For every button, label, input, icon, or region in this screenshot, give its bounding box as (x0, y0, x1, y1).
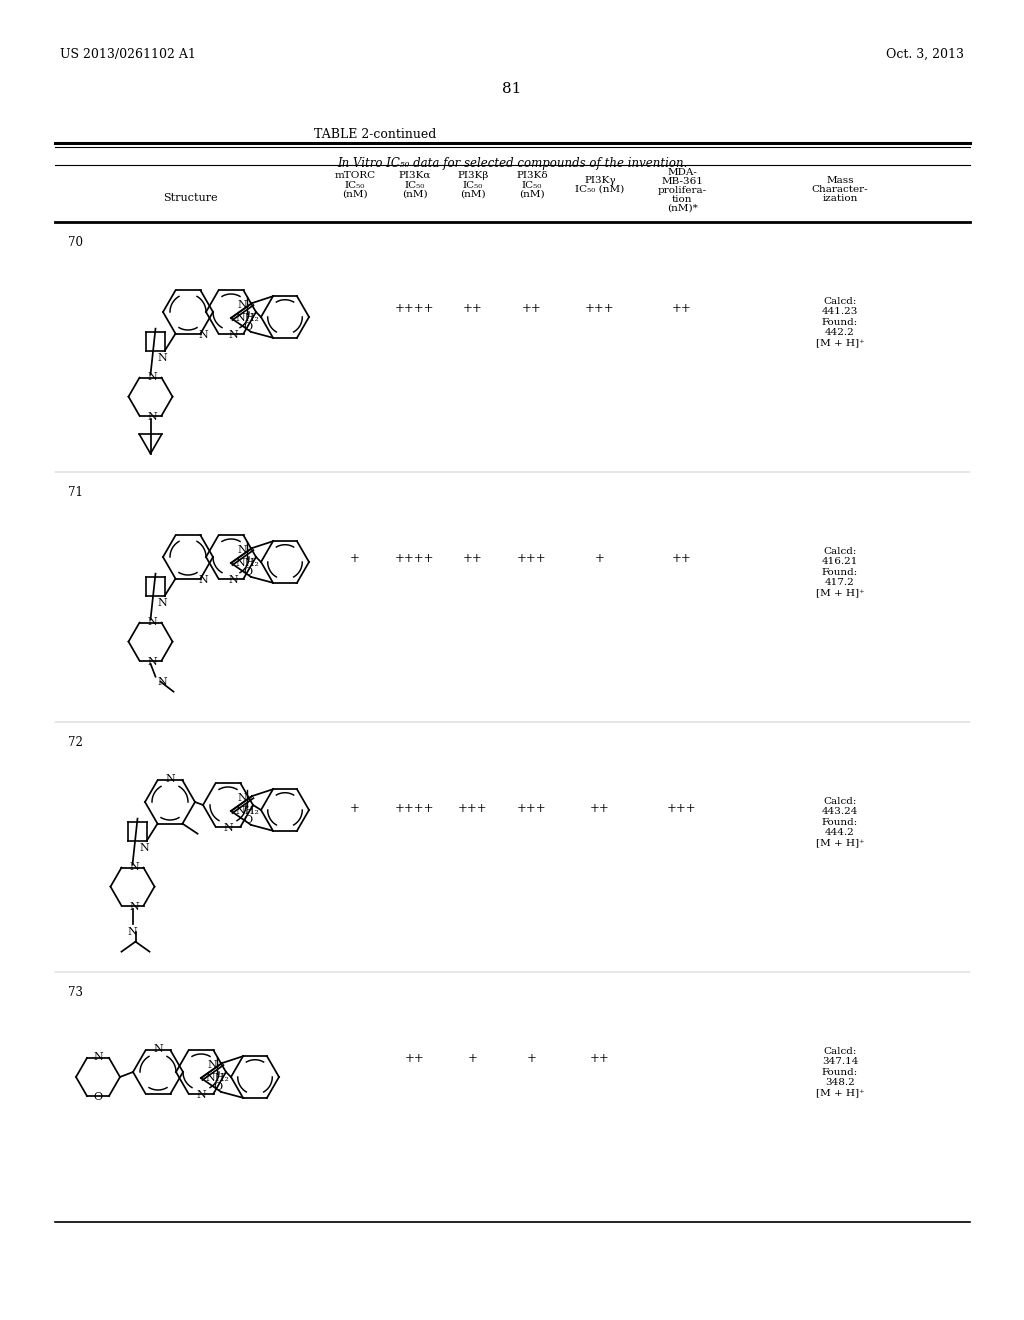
Text: N: N (154, 1044, 163, 1053)
Text: tion: tion (672, 195, 692, 205)
Text: IC₅₀: IC₅₀ (463, 181, 483, 190)
Text: N: N (147, 616, 158, 627)
Text: PI3Kδ: PI3Kδ (516, 172, 548, 180)
Text: ization: ization (822, 194, 858, 203)
Text: N: N (130, 862, 139, 871)
Text: TABLE 2-continued: TABLE 2-continued (313, 128, 436, 141)
Text: N: N (238, 793, 247, 803)
Text: N: N (158, 598, 167, 607)
Text: N: N (147, 656, 158, 667)
Text: +: + (595, 552, 605, 565)
Text: (nM): (nM) (519, 190, 545, 199)
Text: +: + (350, 803, 360, 814)
Text: ++: ++ (590, 1052, 610, 1065)
Text: ++++: ++++ (395, 552, 435, 565)
Text: N: N (147, 372, 158, 381)
Text: In Vitro IC₅₀ data for selected compounds of the invention.: In Vitro IC₅₀ data for selected compound… (337, 157, 687, 170)
Text: NH₂: NH₂ (236, 558, 259, 568)
Text: O: O (244, 322, 253, 331)
Text: ++: ++ (672, 302, 692, 315)
Text: (nM)*: (nM)* (667, 205, 697, 213)
Text: N: N (139, 842, 150, 853)
Text: MB-361: MB-361 (662, 177, 702, 186)
Text: N: N (238, 300, 247, 310)
Text: N: N (207, 1060, 217, 1071)
Text: N: N (199, 330, 208, 339)
Text: US 2013/0261102 A1: US 2013/0261102 A1 (60, 48, 196, 61)
Text: Calcd:
416.21
Found:
417.2
[M + H]⁺: Calcd: 416.21 Found: 417.2 [M + H]⁺ (816, 546, 864, 598)
Text: Mass: Mass (826, 176, 854, 185)
Text: +++: +++ (585, 302, 614, 315)
Text: MDA-: MDA- (667, 168, 697, 177)
Text: 70: 70 (68, 236, 83, 249)
Text: Calcd:
443.24
Found:
444.2
[M + H]⁺: Calcd: 443.24 Found: 444.2 [M + H]⁺ (816, 797, 864, 847)
Text: PI3Kβ: PI3Kβ (458, 172, 488, 180)
Text: (nM): (nM) (342, 190, 368, 199)
Text: IC₅₀ (nM): IC₅₀ (nM) (575, 185, 625, 194)
Text: N: N (228, 330, 238, 341)
Text: N: N (197, 1090, 206, 1100)
Text: ++: ++ (590, 803, 610, 814)
Text: ++: ++ (522, 302, 542, 315)
Text: (nM): (nM) (402, 190, 428, 199)
Text: ++: ++ (463, 302, 483, 315)
Text: N: N (128, 927, 137, 937)
Text: PI3Kγ: PI3Kγ (584, 176, 615, 185)
Text: ++: ++ (406, 1052, 425, 1065)
Text: 73: 73 (68, 986, 83, 999)
Text: N: N (165, 774, 175, 784)
Text: N: N (130, 902, 139, 912)
Text: +++: +++ (517, 552, 547, 565)
Text: NH₂: NH₂ (205, 1073, 229, 1084)
Text: (nM): (nM) (460, 190, 485, 199)
Text: IC₅₀: IC₅₀ (404, 181, 425, 190)
Text: ++++: ++++ (395, 803, 435, 814)
Text: +++: +++ (668, 803, 696, 814)
Text: ++: ++ (463, 552, 483, 565)
Text: mTORC: mTORC (335, 172, 376, 180)
Text: Character-: Character- (812, 185, 868, 194)
Text: +++: +++ (458, 803, 487, 814)
Text: O: O (244, 566, 253, 577)
Text: N: N (228, 576, 238, 585)
Text: N: N (147, 412, 158, 421)
Text: +++: +++ (517, 803, 547, 814)
Text: NH₂: NH₂ (236, 313, 259, 323)
Text: N: N (238, 545, 247, 556)
Text: N: N (223, 822, 232, 833)
Text: IC₅₀: IC₅₀ (522, 181, 542, 190)
Text: N: N (199, 574, 208, 585)
Text: PI3Kα: PI3Kα (398, 172, 431, 180)
Text: ++: ++ (672, 552, 692, 565)
Text: prolifera-: prolifera- (657, 186, 707, 195)
Text: 71: 71 (68, 486, 83, 499)
Text: Structure: Structure (163, 193, 217, 203)
Text: Calcd:
441.23
Found:
442.2
[M + H]⁺: Calcd: 441.23 Found: 442.2 [M + H]⁺ (816, 297, 864, 347)
Text: 81: 81 (503, 82, 521, 96)
Text: NH₂: NH₂ (236, 807, 259, 816)
Text: O: O (93, 1092, 102, 1102)
Text: Oct. 3, 2013: Oct. 3, 2013 (886, 48, 964, 61)
Text: IC₅₀: IC₅₀ (345, 181, 366, 190)
Text: ++++: ++++ (395, 302, 435, 315)
Text: 72: 72 (68, 737, 83, 748)
Text: +: + (527, 1052, 537, 1065)
Text: N: N (93, 1052, 102, 1063)
Text: +: + (350, 552, 360, 565)
Text: O: O (213, 1082, 222, 1092)
Text: O: O (244, 814, 253, 825)
Text: +: + (468, 1052, 478, 1065)
Text: N: N (158, 352, 167, 363)
Text: N: N (158, 677, 167, 686)
Text: Calcd:
347.14
Found:
348.2
[M + H]⁺: Calcd: 347.14 Found: 348.2 [M + H]⁺ (816, 1047, 864, 1098)
